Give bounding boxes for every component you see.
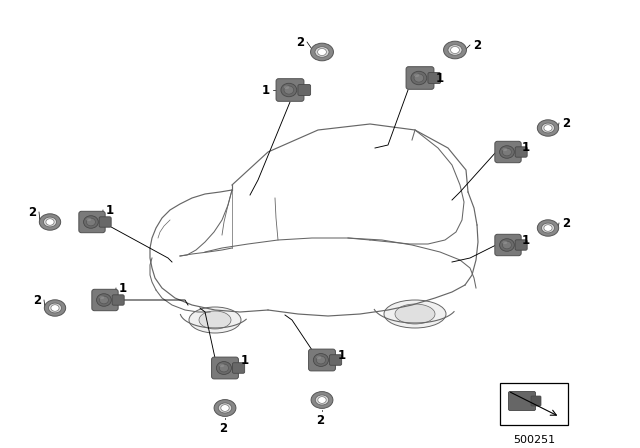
FancyBboxPatch shape bbox=[406, 67, 434, 89]
Ellipse shape bbox=[316, 356, 321, 359]
Ellipse shape bbox=[502, 241, 511, 249]
Ellipse shape bbox=[199, 311, 231, 329]
Text: 500251: 500251 bbox=[513, 435, 555, 445]
Ellipse shape bbox=[86, 218, 92, 221]
Ellipse shape bbox=[46, 219, 54, 225]
Text: 1: 1 bbox=[522, 233, 530, 246]
Text: 2: 2 bbox=[562, 116, 570, 129]
Ellipse shape bbox=[541, 223, 554, 233]
Text: 2: 2 bbox=[33, 293, 41, 306]
FancyBboxPatch shape bbox=[515, 240, 527, 250]
Ellipse shape bbox=[315, 47, 329, 57]
FancyBboxPatch shape bbox=[495, 234, 521, 256]
Ellipse shape bbox=[316, 356, 326, 364]
FancyBboxPatch shape bbox=[92, 289, 118, 311]
FancyBboxPatch shape bbox=[112, 295, 124, 305]
Text: 1: 1 bbox=[338, 349, 346, 362]
FancyBboxPatch shape bbox=[428, 73, 440, 83]
Ellipse shape bbox=[51, 305, 59, 311]
Text: 2: 2 bbox=[296, 35, 304, 48]
Text: 1: 1 bbox=[241, 353, 249, 366]
FancyBboxPatch shape bbox=[212, 357, 239, 379]
FancyBboxPatch shape bbox=[330, 355, 342, 365]
Ellipse shape bbox=[311, 392, 333, 409]
FancyBboxPatch shape bbox=[79, 211, 105, 233]
Ellipse shape bbox=[544, 225, 552, 231]
FancyBboxPatch shape bbox=[515, 147, 527, 157]
FancyBboxPatch shape bbox=[298, 85, 310, 95]
Ellipse shape bbox=[99, 296, 108, 304]
Ellipse shape bbox=[218, 403, 232, 413]
Ellipse shape bbox=[44, 300, 66, 316]
Text: 1: 1 bbox=[522, 141, 530, 154]
Text: 2: 2 bbox=[28, 206, 36, 219]
Ellipse shape bbox=[99, 296, 104, 299]
Ellipse shape bbox=[500, 239, 515, 251]
Bar bbox=[500, 383, 568, 425]
Ellipse shape bbox=[411, 71, 427, 85]
Text: 2: 2 bbox=[562, 216, 570, 229]
Ellipse shape bbox=[49, 303, 61, 313]
Ellipse shape bbox=[284, 86, 294, 94]
FancyBboxPatch shape bbox=[495, 141, 521, 163]
Text: 2: 2 bbox=[473, 39, 481, 52]
FancyBboxPatch shape bbox=[531, 396, 541, 406]
Text: 1: 1 bbox=[262, 83, 270, 96]
Ellipse shape bbox=[414, 73, 419, 77]
Ellipse shape bbox=[314, 353, 328, 366]
Ellipse shape bbox=[84, 216, 99, 228]
Text: 1: 1 bbox=[106, 203, 114, 216]
Ellipse shape bbox=[189, 307, 241, 333]
Ellipse shape bbox=[220, 364, 228, 372]
FancyBboxPatch shape bbox=[509, 392, 536, 410]
Text: 2: 2 bbox=[316, 414, 324, 427]
Ellipse shape bbox=[216, 362, 232, 375]
Ellipse shape bbox=[221, 405, 229, 411]
FancyBboxPatch shape bbox=[276, 79, 304, 101]
Ellipse shape bbox=[538, 120, 559, 136]
Ellipse shape bbox=[39, 214, 61, 230]
Ellipse shape bbox=[541, 123, 554, 133]
Ellipse shape bbox=[502, 241, 508, 244]
Ellipse shape bbox=[281, 83, 297, 97]
Ellipse shape bbox=[451, 47, 460, 53]
FancyBboxPatch shape bbox=[232, 363, 244, 373]
Text: 1: 1 bbox=[436, 72, 444, 85]
Ellipse shape bbox=[220, 364, 224, 367]
Text: 2: 2 bbox=[219, 422, 227, 435]
Ellipse shape bbox=[316, 395, 329, 405]
Text: 1: 1 bbox=[119, 281, 127, 294]
Ellipse shape bbox=[448, 45, 462, 55]
FancyBboxPatch shape bbox=[308, 349, 335, 371]
Ellipse shape bbox=[310, 43, 333, 61]
Ellipse shape bbox=[44, 217, 56, 227]
Ellipse shape bbox=[502, 148, 508, 151]
Ellipse shape bbox=[500, 146, 515, 158]
Ellipse shape bbox=[384, 300, 446, 328]
FancyBboxPatch shape bbox=[99, 217, 111, 227]
Ellipse shape bbox=[214, 400, 236, 416]
Ellipse shape bbox=[318, 396, 326, 403]
Ellipse shape bbox=[97, 294, 111, 306]
Ellipse shape bbox=[86, 218, 95, 226]
Ellipse shape bbox=[538, 220, 559, 236]
Ellipse shape bbox=[414, 74, 424, 82]
Ellipse shape bbox=[395, 304, 435, 324]
Ellipse shape bbox=[544, 125, 552, 131]
Ellipse shape bbox=[317, 48, 326, 56]
Ellipse shape bbox=[284, 86, 289, 89]
Ellipse shape bbox=[444, 41, 467, 59]
Ellipse shape bbox=[502, 148, 511, 156]
